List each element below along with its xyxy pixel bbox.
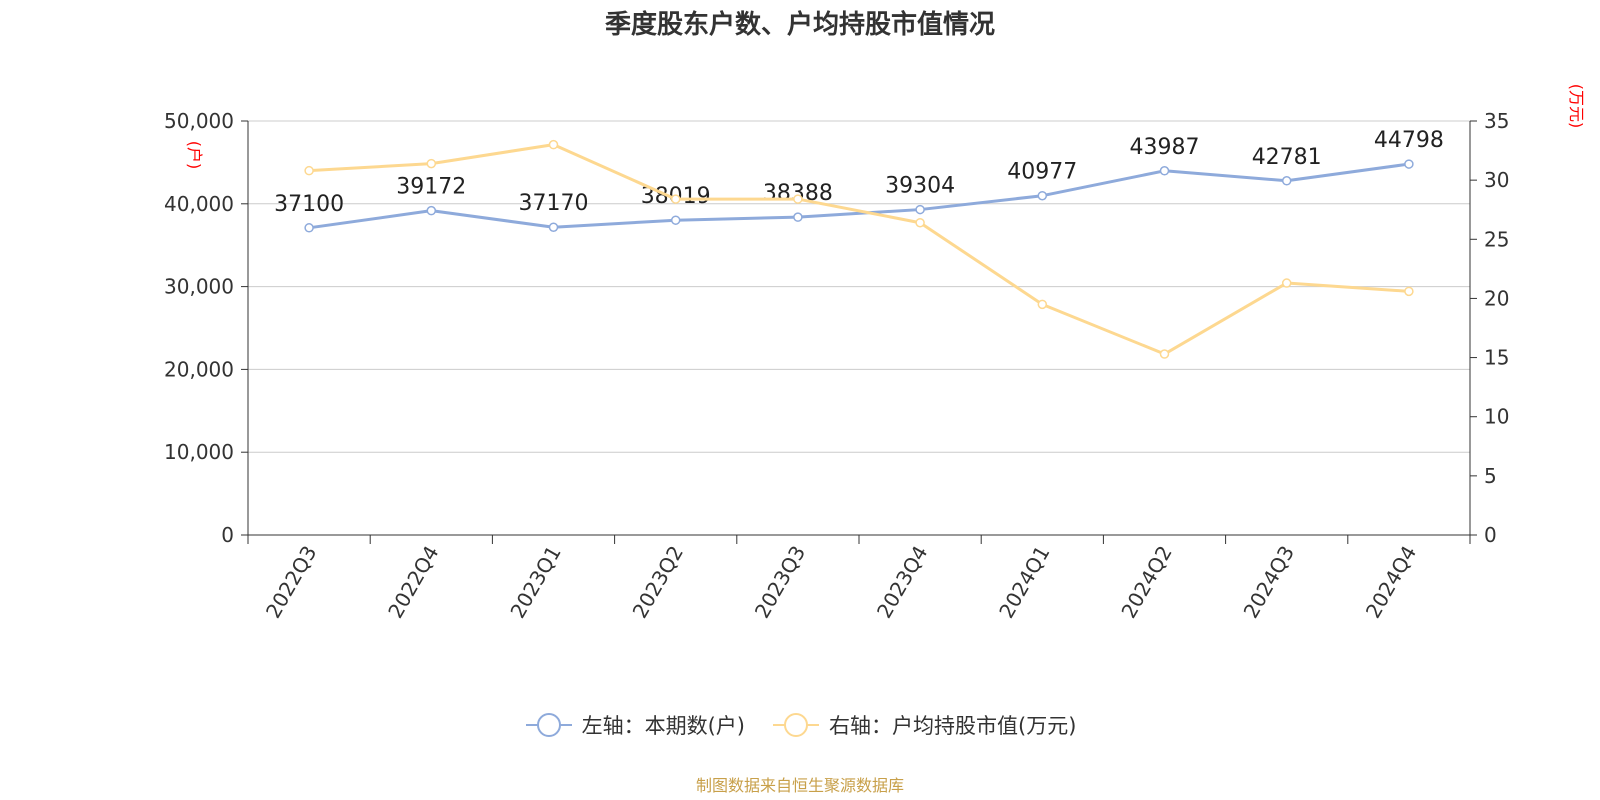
data-label-households: 39172: [396, 175, 466, 200]
x-axis-category-label: 2023Q1: [505, 542, 565, 623]
data-point-households: [426, 205, 437, 216]
data-point-households: [1037, 190, 1048, 201]
source-note: 制图数据来自恒生聚源数据库: [695, 776, 904, 795]
data-point-households: [1404, 159, 1414, 169]
data-label-households: 37170: [519, 191, 589, 216]
right-axis-unit-label: (万元): [1567, 84, 1586, 129]
right-axis-tick-label: 35: [1484, 109, 1509, 133]
left-axis-tick-label: 40,000: [164, 192, 234, 216]
right-axis-tick-label: 20: [1484, 286, 1509, 310]
legend-marker-yellow-icon: [773, 713, 819, 737]
data-label-households: 40977: [1007, 160, 1077, 185]
x-axis-category-label: 2024Q4: [1361, 542, 1421, 623]
left-axis-tick-label: 50,000: [164, 109, 234, 133]
right-axis-tick-label: 30: [1484, 168, 1509, 192]
right-axis-tick-label: 10: [1484, 405, 1509, 429]
right-axis-tick-label: 5: [1484, 464, 1497, 488]
x-axis-category-label: 2022Q4: [383, 542, 443, 623]
left-axis-tick-label: 10,000: [164, 440, 234, 464]
legend-marker-blue-icon: [525, 713, 572, 737]
data-point-avg-value: [1159, 349, 1170, 359]
data-point-avg-value: [304, 165, 314, 176]
data-point-households: [793, 212, 803, 222]
x-axis-category-label: 2023Q2: [628, 542, 688, 623]
data-point-avg-value: [426, 158, 437, 169]
x-axis-category-label: 2023Q4: [872, 542, 932, 623]
series-line-households: [308, 162, 1410, 230]
data-point-households: [1159, 166, 1170, 176]
data-point-avg-value: [793, 194, 803, 204]
left-axis-tick-label: 30,000: [164, 275, 234, 299]
data-point-households: [548, 222, 559, 232]
data-point-households: [304, 223, 314, 233]
chart-title: 季度股东户数、户均持股市值情况: [604, 10, 995, 40]
series-line-avg-value: [309, 143, 1410, 356]
x-axis-category-label: 2022Q3: [261, 542, 321, 623]
data-point-households: [1281, 176, 1292, 186]
legend-label-avg-value: 右轴：户均持股市值(万元): [829, 714, 1077, 738]
data-point-avg-value: [670, 194, 681, 204]
data-point-avg-value: [1281, 278, 1292, 288]
legend-item-avg-value[interactable]: 右轴：户均持股市值(万元): [771, 710, 1076, 740]
data-point-avg-value: [548, 139, 559, 150]
data-label-households: 43987: [1130, 135, 1200, 160]
data-point-avg-value: [915, 217, 925, 228]
data-point-avg-value: [1037, 299, 1048, 310]
x-axis-category-label: 2024Q1: [994, 542, 1054, 623]
right-axis-tick-label: 25: [1484, 227, 1509, 251]
x-axis-category-label: 2024Q2: [1116, 542, 1176, 623]
left-axis-tick-label: 20,000: [164, 357, 234, 381]
x-axis-category-label: 2023Q3: [750, 542, 810, 623]
chart-plot: 010,00020,00030,00040,00050,000051015202…: [164, 84, 1586, 623]
x-axis-category-label: 2024Q3: [1239, 542, 1299, 623]
right-axis-tick-label: 15: [1484, 346, 1509, 370]
data-label-households: 37100: [274, 192, 344, 217]
data-label-households: 42781: [1252, 145, 1322, 170]
legend-label-households: 左轴：本期数(户): [581, 714, 745, 738]
legend-item-households[interactable]: 左轴：本期数(户): [524, 710, 745, 740]
data-label-households: 44798: [1374, 128, 1444, 153]
left-axis-tick-label: 0: [221, 523, 234, 547]
legend: 左轴：本期数(户) 右轴：户均持股市值(万元): [0, 710, 1600, 740]
left-axis-unit-label: (户): [185, 141, 204, 170]
data-point-households: [670, 215, 681, 225]
data-label-households: 39304: [885, 174, 955, 199]
right-axis-tick-label: 0: [1484, 523, 1497, 547]
data-point-households: [915, 204, 925, 215]
data-point-avg-value: [1404, 286, 1414, 297]
